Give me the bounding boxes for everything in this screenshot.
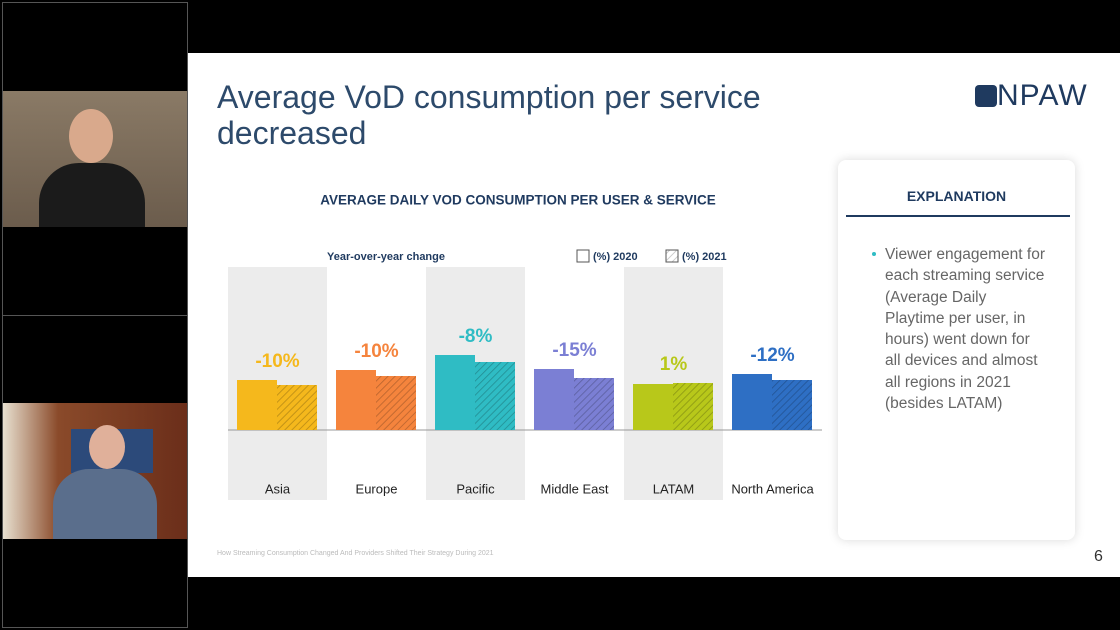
bar-hatch	[475, 362, 515, 430]
bar-hatch	[772, 380, 812, 430]
bar	[435, 355, 475, 430]
bar-hatch	[574, 378, 614, 430]
explanation-card: EXPLANATION Viewer engagement for each s…	[838, 160, 1075, 540]
slide-title: Average VoD consumption per service decr…	[217, 79, 761, 151]
change-label: -10%	[255, 351, 299, 372]
page-number: 6	[1094, 548, 1103, 565]
bar	[534, 369, 574, 430]
bar-hatch	[673, 383, 713, 430]
bar	[732, 374, 772, 430]
bar	[237, 380, 277, 430]
x-tick-label: LATAM	[653, 481, 694, 496]
change-label: -12%	[750, 345, 794, 366]
change-label: 1%	[660, 354, 688, 375]
legend-swatch	[665, 249, 679, 263]
x-tick-label: Asia	[265, 481, 291, 496]
bar	[633, 384, 673, 430]
bar-hatch	[277, 385, 317, 430]
x-tick-label: Europe	[356, 481, 398, 496]
change-label: -15%	[552, 340, 596, 361]
change-label: -8%	[459, 326, 493, 347]
logo-icon	[975, 85, 997, 107]
person	[89, 425, 125, 469]
explanation-heading: EXPLANATION	[906, 188, 1007, 204]
bar-hatch	[376, 376, 416, 430]
legend-label: (%) 2021	[682, 251, 727, 263]
x-tick-label: Middle East	[541, 481, 609, 496]
logo: NPAW	[975, 79, 1088, 113]
plot: (%) 2020 (%) 2021 -10% Asia -10% Europe -8% Pac…	[228, 249, 822, 500]
person	[69, 109, 113, 163]
bullet-dot	[872, 252, 876, 256]
x-tick-label: North America	[731, 481, 814, 496]
heading-rule	[846, 215, 1070, 217]
divider	[3, 315, 187, 316]
person-body	[53, 469, 157, 539]
bar	[336, 370, 376, 430]
x-tick-label: Pacific	[456, 481, 495, 496]
video-tile[interactable]	[3, 403, 187, 539]
change-label: -10%	[354, 341, 398, 362]
logo-text: NPAW	[997, 79, 1088, 112]
chart-subtitle: Year-over-year change	[327, 251, 445, 263]
footer: How Streaming Consumption Changed And Pr…	[217, 550, 494, 557]
legend-label: (%) 2020	[593, 251, 638, 263]
person-body	[39, 163, 145, 227]
video-sidebar	[2, 2, 188, 628]
video-tile[interactable]	[3, 91, 187, 227]
legend-swatch	[576, 249, 590, 263]
chart-title: AVERAGE DAILY VOD CONSUMPTION PER USER &…	[320, 193, 716, 208]
explanation-bullet: Viewer engagement for each streaming ser…	[885, 246, 1045, 413]
